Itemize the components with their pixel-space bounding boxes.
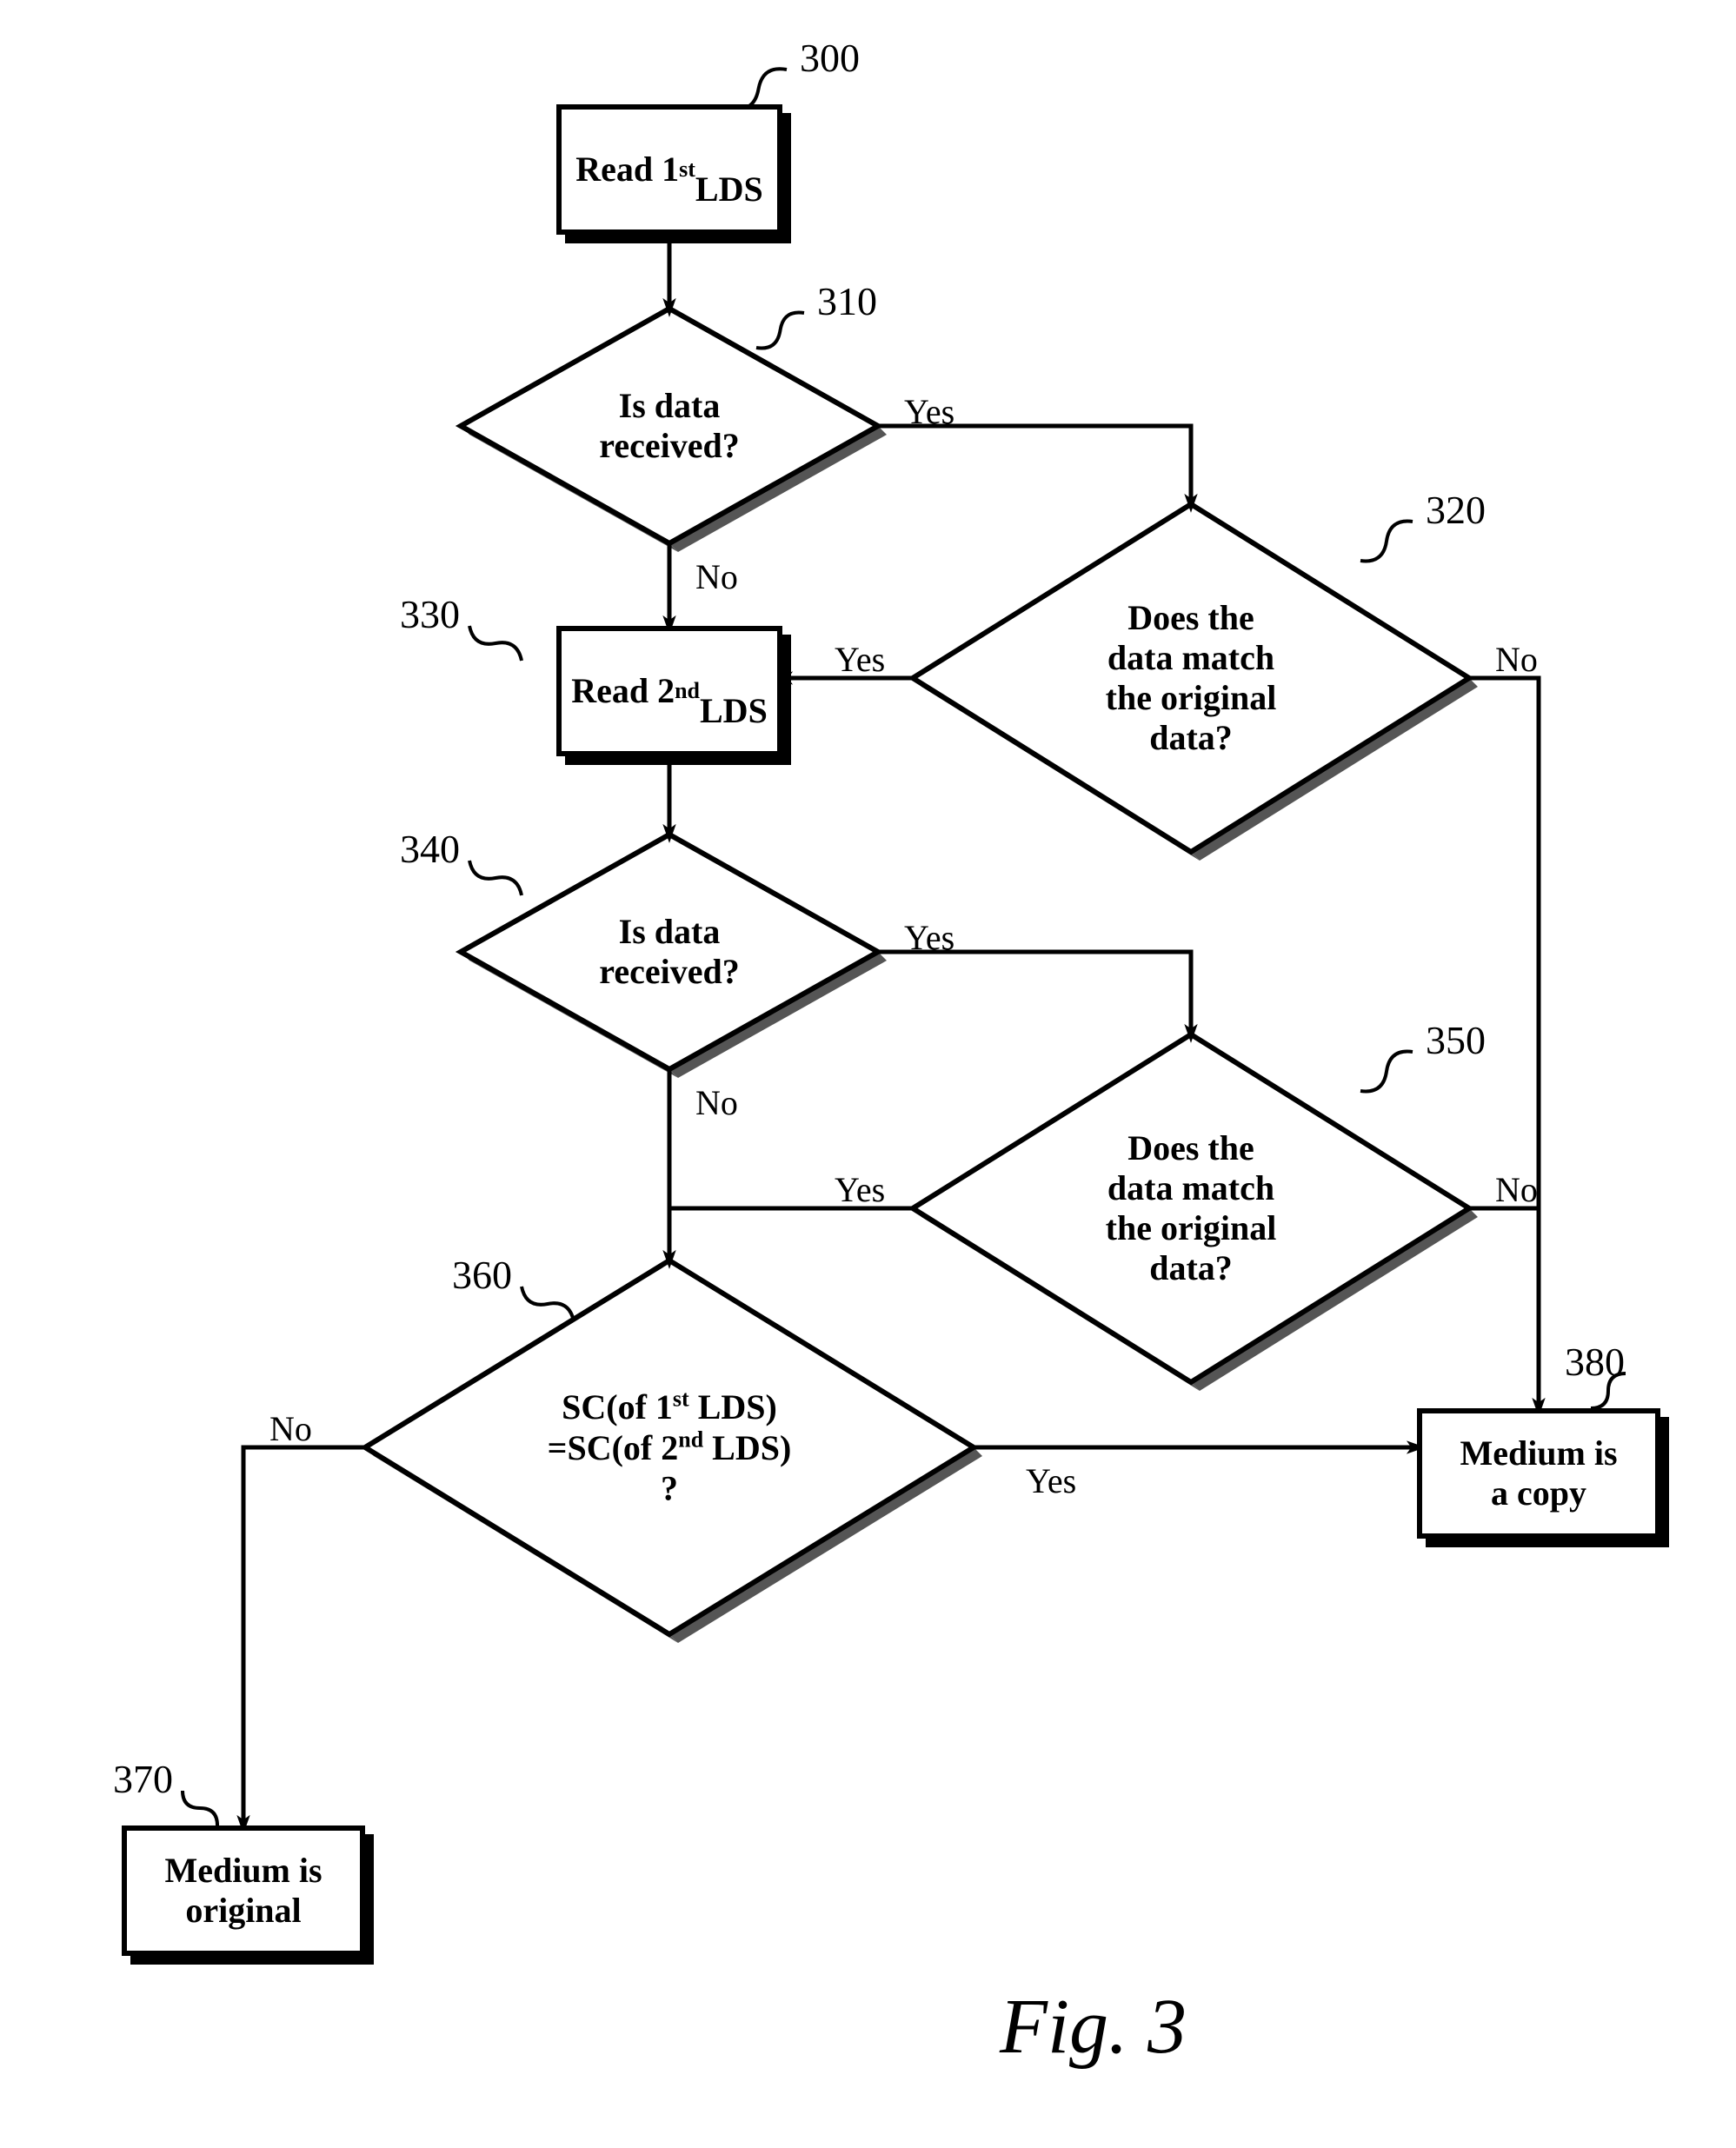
ref-360: 360 <box>452 1252 512 1298</box>
edge-11 <box>243 1447 365 1825</box>
edge-label-10: Yes <box>1026 1460 1076 1501</box>
ref-squiggle-2 <box>1360 522 1413 562</box>
ref-squiggle-0 <box>730 69 787 110</box>
edge-label-3: Yes <box>835 639 885 680</box>
ref-300: 300 <box>800 35 860 81</box>
n350-label: Does thedata matchthe originaldata? <box>1106 1128 1277 1288</box>
n340-label: Is datareceived? <box>599 912 739 992</box>
ref-squiggle-3 <box>469 626 522 661</box>
ref-370: 370 <box>113 1756 173 1802</box>
flowchart-canvas: Read 1stLDS Is datareceived? Does thedata … <box>0 0 1736 2148</box>
ref-squiggle-5 <box>1360 1052 1413 1092</box>
edge-label-1: Yes <box>904 391 954 432</box>
ref-330: 330 <box>400 591 460 637</box>
edge-label-4: No <box>1495 639 1538 680</box>
ref-320: 320 <box>1426 487 1486 533</box>
n360-label: SC(of 1st LDS)=SC(of 2nd LDS)? <box>548 1387 792 1509</box>
ref-380: 380 <box>1565 1339 1625 1385</box>
edge-label-8: Yes <box>835 1169 885 1210</box>
ref-squiggle-1 <box>756 312 804 348</box>
n310-label: Is datareceived? <box>599 386 739 466</box>
edge-1 <box>878 426 1191 504</box>
edge-label-7: No <box>695 1082 738 1123</box>
ref-350: 350 <box>1426 1017 1486 1063</box>
ref-squiggle-6 <box>522 1287 574 1321</box>
n300: Read 1stLDS <box>556 104 782 235</box>
edge-label-2: No <box>695 556 738 597</box>
ref-squiggle-4 <box>469 861 522 895</box>
edge-label-6: Yes <box>904 917 954 958</box>
edge-label-11: No <box>269 1408 312 1449</box>
ref-310: 310 <box>817 278 877 324</box>
ref-squiggle-7 <box>183 1791 217 1825</box>
n370: Medium isoriginal <box>122 1825 365 1956</box>
n330: Read 2ndLDS <box>556 626 782 756</box>
edge-6 <box>878 952 1191 1034</box>
figure-caption: Fig. 3 <box>1000 1982 1187 2072</box>
n320-label: Does thedata matchthe originaldata? <box>1106 598 1277 758</box>
edge-label-9: No <box>1495 1169 1538 1210</box>
n380: Medium isa copy <box>1417 1408 1660 1539</box>
ref-340: 340 <box>400 826 460 872</box>
